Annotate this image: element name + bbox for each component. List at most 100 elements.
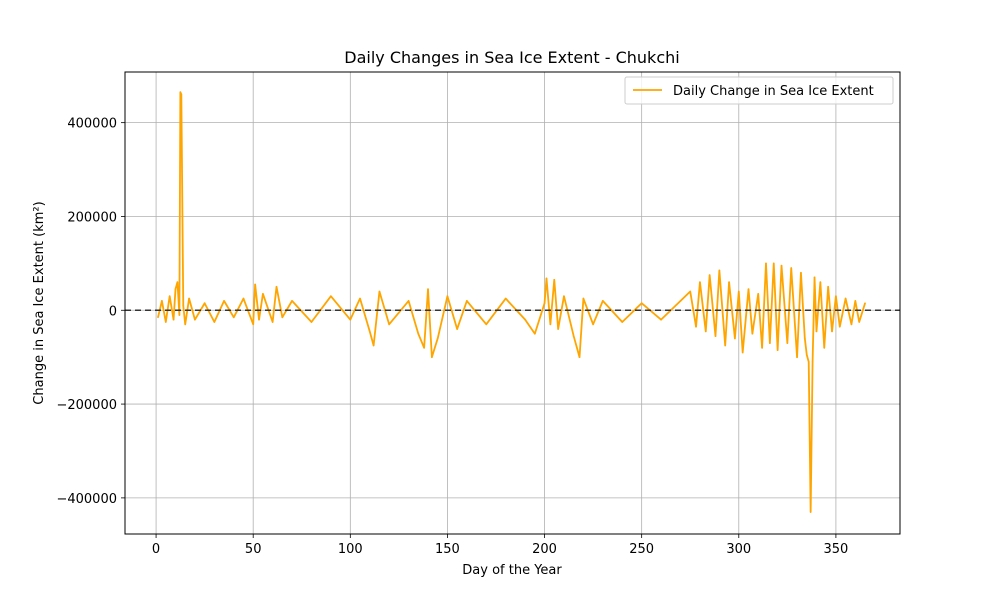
data-point [242, 297, 245, 300]
data-point [178, 314, 181, 316]
data-point [184, 323, 187, 326]
data-point [534, 332, 536, 335]
data-point [549, 323, 552, 326]
data-point [182, 304, 185, 307]
data-point [174, 288, 177, 290]
x-tick-label: 100 [338, 542, 363, 557]
data-point [203, 302, 206, 305]
data-point [179, 91, 182, 93]
x-tick-label: 350 [823, 542, 848, 557]
data-point [734, 337, 736, 340]
data-point [835, 295, 837, 297]
data-point [157, 316, 159, 319]
data-point [213, 321, 216, 323]
data-point [427, 288, 429, 290]
data-point [780, 264, 783, 267]
data-point [592, 323, 594, 326]
data-point [827, 286, 829, 288]
data-point [330, 295, 332, 297]
data-point [563, 295, 565, 297]
data-point [456, 328, 458, 330]
data-point [831, 330, 833, 333]
data-point [708, 274, 711, 276]
series-layer [157, 91, 866, 513]
chart-title: Daily Changes in Sea Ice Extent - Chukch… [344, 48, 679, 67]
data-point [844, 297, 847, 300]
data-point [769, 342, 771, 344]
data-point [557, 328, 559, 330]
data-point [431, 356, 433, 358]
data-point [524, 318, 526, 321]
data-point [741, 351, 744, 354]
data-point [765, 262, 767, 265]
y-tick-label: 200000 [67, 210, 117, 225]
data-point [388, 323, 390, 326]
data-point [291, 300, 293, 302]
data-point [172, 318, 175, 321]
data-point [854, 300, 857, 302]
data-point [423, 346, 425, 349]
data-point [258, 318, 260, 321]
data-point [602, 300, 604, 302]
x-tick-label: 250 [629, 542, 654, 557]
y-axis-label: Change in Sea Ice Extent (km²) [32, 201, 47, 404]
data-point [800, 271, 802, 274]
y-tick-label: 400000 [67, 117, 117, 132]
data-point [252, 323, 254, 326]
data-point [349, 318, 352, 321]
data-point [790, 267, 793, 269]
data-point [275, 286, 278, 288]
data-point [485, 323, 488, 326]
data-point [776, 349, 779, 351]
data-point [679, 300, 682, 302]
data-point [378, 290, 381, 293]
legend-label: Daily Change in Sea Ice Extent [673, 84, 874, 99]
data-point [545, 277, 548, 280]
data-point [446, 295, 449, 297]
data-point [689, 290, 692, 293]
data-point [232, 316, 235, 319]
data-point [504, 297, 507, 300]
data-point [194, 318, 196, 321]
data-point [823, 346, 826, 349]
data-point [786, 342, 789, 344]
data-point [805, 354, 808, 356]
data-point [747, 288, 750, 290]
data-point [751, 332, 754, 335]
data-point [417, 332, 420, 335]
data-point [359, 297, 361, 300]
data-point [718, 269, 721, 272]
data-point [807, 361, 810, 363]
data-point [757, 293, 760, 295]
data-point [850, 323, 853, 326]
data-point [310, 321, 313, 323]
data-point [168, 295, 171, 297]
x-tick-label: 300 [726, 542, 751, 557]
data-point [180, 93, 183, 96]
data-point [572, 335, 575, 337]
data-point [660, 318, 662, 321]
data-point [543, 302, 546, 305]
data-point [407, 300, 410, 302]
data-point [372, 344, 375, 347]
data-point [281, 316, 284, 319]
data-point [466, 300, 468, 302]
data-point [704, 330, 707, 333]
y-tick-label: 0 [109, 304, 117, 319]
x-axis-label: Day of the Year [462, 563, 562, 578]
data-point [271, 321, 274, 323]
data-point [772, 262, 775, 265]
data-point [838, 325, 841, 328]
y-tick-label: −200000 [56, 398, 117, 413]
data-point [737, 290, 740, 293]
data-point [262, 293, 264, 295]
x-tick-label: 200 [532, 542, 557, 557]
data-point [621, 321, 624, 323]
data-point [714, 335, 717, 337]
data-point [728, 281, 730, 283]
data-point [813, 276, 816, 279]
data-point [254, 283, 256, 286]
data-point [176, 281, 179, 283]
data-point [436, 337, 439, 340]
data-point [578, 356, 581, 358]
